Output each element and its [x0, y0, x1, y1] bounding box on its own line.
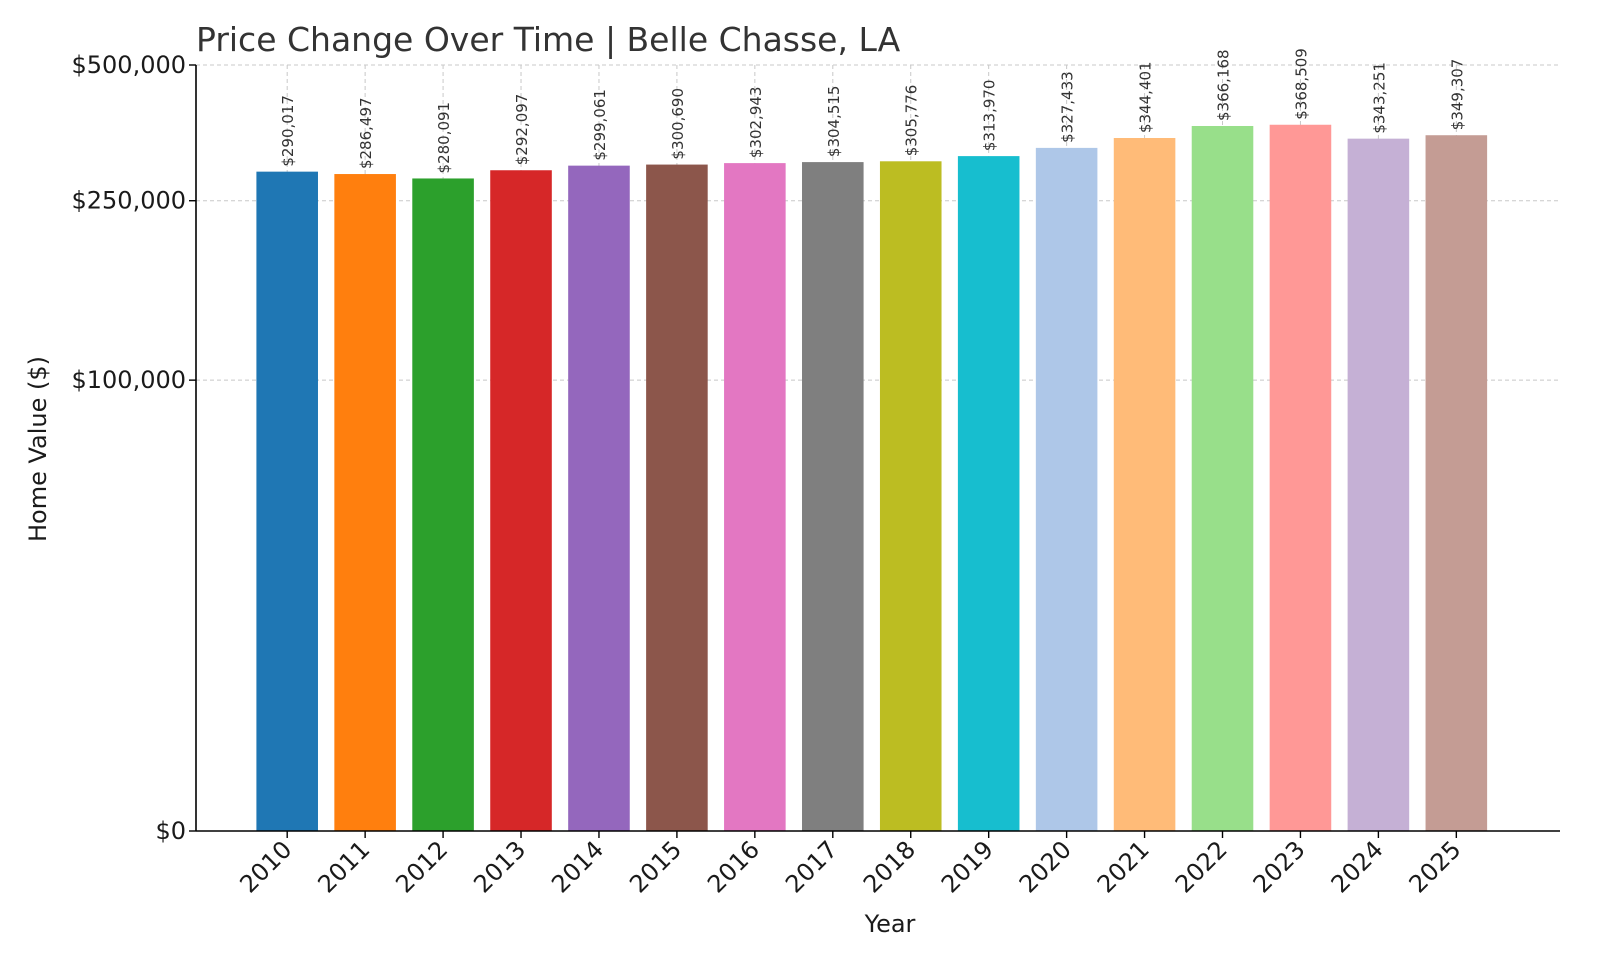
- data-label-2018: $305,776: [903, 85, 921, 157]
- x-tick-label: 2019: [936, 835, 999, 898]
- data-label-2015: $300,690: [669, 88, 687, 160]
- x-tick-label: 2012: [390, 835, 453, 898]
- bar-2010: [256, 171, 318, 831]
- bar-2018: [879, 161, 942, 831]
- x-tick-label: 2024: [1326, 835, 1389, 898]
- y-axis-title: Home Value ($): [24, 356, 52, 542]
- data-label-2024: $343,251: [1370, 62, 1388, 134]
- data-label-2016: $302,943: [747, 87, 765, 159]
- data-label-2023: $368,509: [1292, 48, 1310, 120]
- bar-2024: [1347, 138, 1410, 831]
- bar-2025: [1425, 135, 1488, 831]
- x-tick-label: 2017: [780, 835, 843, 898]
- y-tick-label: $250,000: [71, 187, 186, 215]
- bar-2022: [1191, 125, 1254, 831]
- data-label-2020: $327,433: [1059, 71, 1077, 143]
- bar-2012: [412, 178, 474, 831]
- x-tick-label: 2016: [702, 835, 765, 898]
- chart-title: Price Change Over Time | Belle Chasse, L…: [196, 20, 901, 59]
- data-label-2011: $286,497: [357, 97, 375, 169]
- bar-2015: [646, 164, 708, 832]
- bars: [256, 124, 1488, 832]
- x-tick-label: 2021: [1092, 835, 1155, 898]
- x-tick-label: 2014: [546, 835, 609, 898]
- bar-2021: [1113, 137, 1176, 832]
- data-label-2014: $299,061: [591, 89, 609, 161]
- bar-2014: [568, 165, 630, 832]
- bar-2016: [724, 163, 786, 831]
- data-label-2021: $344,401: [1137, 61, 1155, 133]
- x-tick-label: 2022: [1170, 835, 1233, 898]
- x-tick-label: 2015: [624, 835, 687, 898]
- x-tick-label: 2025: [1404, 835, 1467, 898]
- bar-2011: [334, 174, 396, 832]
- x-tick-label: 2023: [1248, 835, 1311, 898]
- x-tick-label: 2011: [312, 835, 375, 898]
- x-tick-label: 2010: [234, 835, 297, 898]
- x-tick-label: 2013: [468, 835, 531, 898]
- data-label-2012: $280,091: [435, 102, 453, 174]
- bar-2020: [1035, 147, 1098, 831]
- data-label-2010: $290,017: [279, 95, 297, 167]
- x-tick-label: 2018: [858, 835, 921, 898]
- bar-2013: [490, 170, 552, 832]
- data-label-2013: $292,097: [513, 94, 531, 166]
- x-tick-label: 2020: [1014, 835, 1077, 898]
- y-tick-label: $500,000: [71, 51, 186, 79]
- bar-2023: [1269, 124, 1332, 831]
- data-label-2025: $349,307: [1448, 59, 1466, 131]
- data-labels: $290,017 $286,497 $280,091 $292,097 $299,061…: [279, 48, 1466, 173]
- y-tick-label: $100,000: [71, 366, 186, 394]
- x-axis-title: Year: [864, 910, 916, 938]
- bar-2017: [802, 162, 864, 832]
- data-label-2022: $366,168: [1215, 49, 1233, 121]
- data-label-2019: $313,970: [981, 80, 999, 152]
- bar-2019: [957, 156, 1020, 831]
- data-label-2017: $304,515: [825, 86, 843, 158]
- y-tick-label: $0: [155, 817, 186, 845]
